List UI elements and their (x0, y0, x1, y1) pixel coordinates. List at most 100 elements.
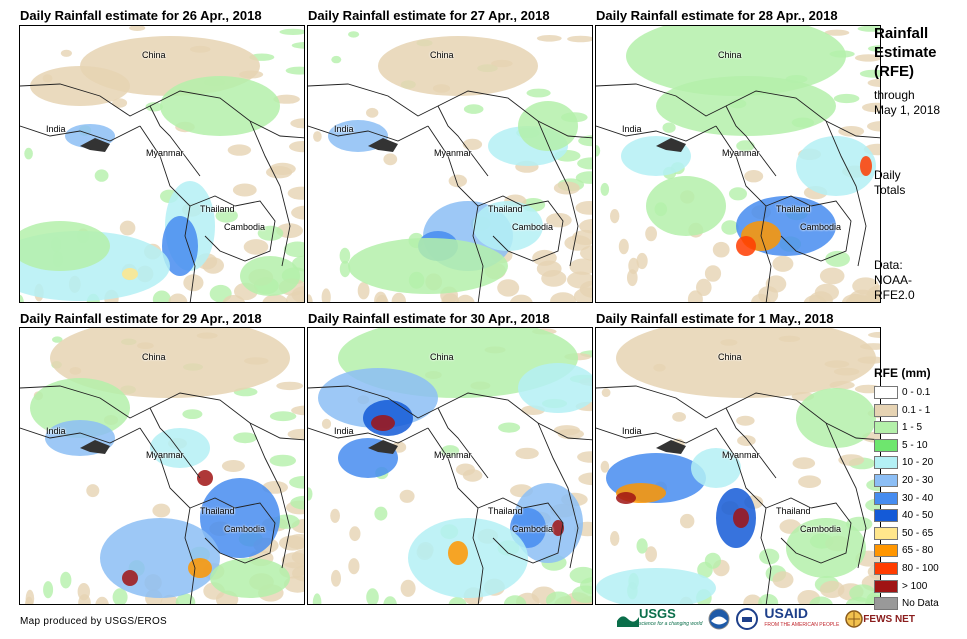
rainfall-patch (838, 454, 865, 466)
daily-line2: Totals (874, 183, 906, 197)
legend-swatch (874, 474, 898, 487)
rainfall-patch (532, 249, 557, 266)
rainfall-patch (498, 422, 521, 433)
country-border (149, 105, 201, 177)
rainfall-patch (348, 238, 508, 294)
rainfall-patch (862, 102, 880, 113)
rainfall-patch (552, 520, 564, 536)
country-border (189, 195, 276, 262)
rainfall-patch (94, 169, 109, 182)
legend-title: RFE (mm) (874, 366, 931, 380)
rainfall-patch (845, 294, 872, 302)
rainfall-patch (833, 93, 860, 104)
rainfall-patch (792, 457, 816, 470)
coastline-patch (368, 440, 398, 454)
fewsnet-wordmark: FEWS NET (863, 613, 915, 625)
legend-swatch (874, 597, 898, 611)
label-myanmar: Myanmar (722, 148, 760, 158)
rainfall-map-28-apr: China India Myanmar Thailand Cambodia (595, 25, 881, 303)
data-line3: RFE2.0 (874, 288, 915, 302)
country-border (596, 385, 880, 441)
legend-item: 1 - 5 (874, 419, 922, 436)
country-border (308, 385, 592, 441)
rainfall-patch (618, 238, 629, 255)
rainfall-patch (269, 162, 296, 175)
through-date: through May 1, 2018 (874, 88, 940, 118)
rainfall-patch (473, 201, 543, 251)
rainfall-patch (366, 588, 379, 604)
rainfall-patch (819, 267, 845, 285)
rainfall-patch (283, 241, 304, 258)
rainfall-patch (269, 454, 296, 467)
country-border (437, 105, 489, 177)
rainfall-patch (287, 186, 304, 200)
label-china: China (718, 50, 742, 60)
legend-label: 80 - 100 (902, 563, 939, 574)
legend-item: > 100 (874, 578, 927, 595)
rainfall-patch (868, 45, 880, 53)
country-border (537, 120, 579, 267)
legend-item: 65 - 80 (874, 542, 933, 559)
usaid-logo: USAID FROM THE AMERICAN PEOPLE (764, 606, 839, 631)
country-border (765, 497, 852, 564)
rainfall-patch (112, 98, 128, 108)
rainfall-patch (279, 28, 304, 35)
rainfall-patch (733, 508, 749, 528)
label-myanmar: Myanmar (146, 450, 184, 460)
rainfall-patch (518, 363, 592, 413)
legend-label: 30 - 40 (902, 492, 934, 504)
rainfall-patch (567, 35, 592, 43)
rainfall-patch (854, 54, 880, 62)
rainfall-patch (257, 225, 284, 241)
label-china: China (718, 352, 742, 362)
legend-swatch (874, 509, 898, 523)
rainfall-patch (291, 42, 304, 49)
rainfall-patch (463, 104, 484, 114)
usgs-wordmark: USGS (639, 606, 676, 621)
rainfall-patch (243, 239, 269, 255)
label-india: India (622, 124, 642, 134)
coastline-patch (80, 440, 110, 454)
rainfall-patch (269, 411, 297, 422)
legend-item: 0 - 0.1 (874, 384, 930, 401)
rainfall-patch (645, 226, 657, 242)
rainfall-patch (704, 265, 722, 282)
panel-title-5: Daily Rainfall estimate for 30 Apr., 201… (308, 311, 550, 326)
rainfall-patch (729, 187, 747, 201)
rainfall-patch (291, 405, 304, 416)
legend-label: No Data (902, 598, 939, 610)
rainfall-patch (796, 388, 876, 448)
label-thailand: Thailand (776, 506, 811, 516)
rainfall-patch (626, 26, 846, 96)
rainfall-patch (636, 252, 648, 270)
rainfall-patch (348, 31, 360, 38)
rfe-title-line1: Rainfall (874, 25, 929, 42)
legend-swatch (874, 544, 898, 558)
rainfall-patch (289, 476, 304, 489)
rainfall-patch (375, 294, 389, 302)
legend-label: 50 - 65 (902, 527, 934, 539)
legend-label: > 100 (902, 580, 928, 592)
data-line1: Data: (874, 258, 903, 272)
panel-title-6: Daily Rainfall estimate for 1 May., 2018 (596, 311, 834, 326)
rainfall-patch (349, 526, 361, 542)
country-border (537, 422, 579, 569)
coastline-patch (656, 138, 686, 152)
rainfall-patch (152, 290, 171, 302)
rainfall-patch (553, 181, 580, 195)
legend-item: 80 - 100 (874, 560, 939, 577)
rainfall-patch (867, 121, 880, 132)
rainfall-patch (273, 94, 300, 104)
rfe-title: Rainfall Estimate (RFE) (874, 24, 937, 81)
rfe-title-line3: (RFE) (874, 63, 914, 80)
country-border (765, 195, 852, 262)
coastline-patch (80, 138, 110, 152)
label-china: China (430, 352, 454, 362)
rainfall-patch (50, 328, 290, 398)
legend-swatch (874, 526, 898, 540)
rainfall-patch (796, 136, 876, 196)
rainfall-patch (400, 579, 416, 597)
rainfall-patch (456, 463, 475, 476)
legend-label: 20 - 30 (902, 475, 934, 486)
rainfall-patch (129, 26, 146, 31)
